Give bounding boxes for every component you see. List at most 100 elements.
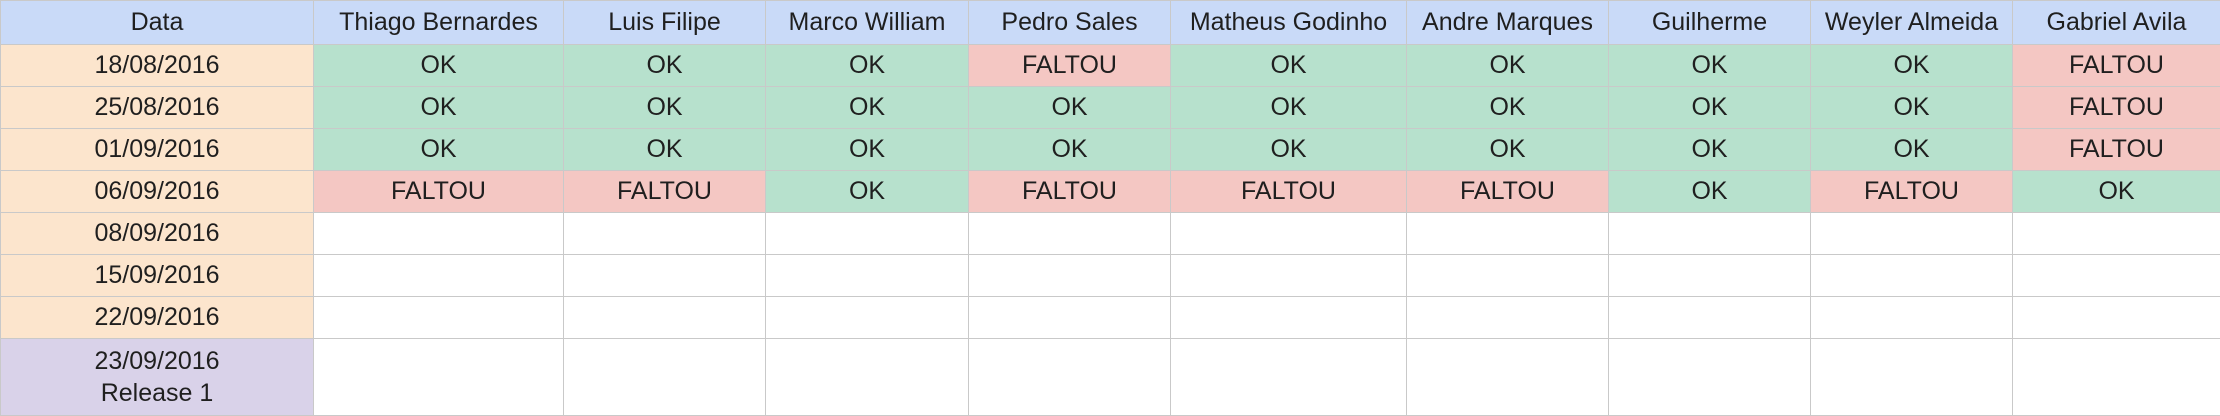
- header-row: Data Thiago Bernardes Luis Filipe Marco …: [1, 1, 2220, 45]
- status-cell-ok[interactable]: OK: [314, 45, 564, 87]
- status-cell-ok[interactable]: OK: [314, 87, 564, 129]
- status-cell-ok[interactable]: OK: [766, 45, 969, 87]
- status-cell-ok[interactable]: OK: [314, 129, 564, 171]
- status-cell-ok[interactable]: OK: [766, 171, 969, 213]
- header-cell-person[interactable]: Gabriel Avila: [2013, 1, 2220, 45]
- status-cell-ok[interactable]: OK: [1609, 87, 1811, 129]
- header-cell-person[interactable]: Thiago Bernardes: [314, 1, 564, 45]
- status-cell-faltou[interactable]: FALTOU: [969, 45, 1171, 87]
- status-cell-ok[interactable]: OK: [969, 87, 1171, 129]
- status-cell-ok[interactable]: OK: [1609, 129, 1811, 171]
- status-cell-faltou[interactable]: FALTOU: [2013, 129, 2220, 171]
- status-cell-ok[interactable]: OK: [1407, 129, 1609, 171]
- header-cell-person[interactable]: Pedro Sales: [969, 1, 1171, 45]
- empty-cell[interactable]: [564, 297, 766, 339]
- empty-cell[interactable]: [564, 339, 766, 416]
- empty-cell[interactable]: [1171, 297, 1407, 339]
- status-cell-ok[interactable]: OK: [766, 87, 969, 129]
- status-cell-ok[interactable]: OK: [1811, 45, 2013, 87]
- header-cell-person[interactable]: Matheus Godinho: [1171, 1, 1407, 45]
- empty-cell[interactable]: [314, 255, 564, 297]
- empty-cell[interactable]: [1609, 297, 1811, 339]
- release-label: Release 1: [1, 377, 313, 409]
- status-cell-ok[interactable]: OK: [969, 129, 1171, 171]
- table-row: 22/09/2016: [1, 297, 2220, 339]
- empty-cell[interactable]: [1609, 255, 1811, 297]
- empty-cell[interactable]: [969, 213, 1171, 255]
- empty-cell[interactable]: [314, 339, 564, 416]
- empty-cell[interactable]: [766, 213, 969, 255]
- empty-cell[interactable]: [969, 339, 1171, 416]
- status-cell-faltou[interactable]: FALTOU: [969, 171, 1171, 213]
- status-cell-ok[interactable]: OK: [1811, 129, 2013, 171]
- empty-cell[interactable]: [969, 297, 1171, 339]
- empty-cell[interactable]: [1407, 255, 1609, 297]
- empty-cell[interactable]: [1811, 213, 2013, 255]
- empty-cell[interactable]: [766, 255, 969, 297]
- status-cell-ok[interactable]: OK: [1171, 87, 1407, 129]
- empty-cell[interactable]: [1171, 339, 1407, 416]
- header-cell-data[interactable]: Data: [1, 1, 314, 45]
- status-cell-faltou[interactable]: FALTOU: [564, 171, 766, 213]
- date-cell[interactable]: 15/09/2016: [1, 255, 314, 297]
- header-cell-person[interactable]: Andre Marques: [1407, 1, 1609, 45]
- empty-cell[interactable]: [1609, 339, 1811, 416]
- status-cell-ok[interactable]: OK: [766, 129, 969, 171]
- empty-cell[interactable]: [2013, 297, 2220, 339]
- status-cell-faltou[interactable]: FALTOU: [1171, 171, 1407, 213]
- status-cell-faltou[interactable]: FALTOU: [1811, 171, 2013, 213]
- status-cell-ok[interactable]: OK: [1811, 87, 2013, 129]
- empty-cell[interactable]: [2013, 339, 2220, 416]
- status-cell-ok[interactable]: OK: [564, 45, 766, 87]
- empty-cell[interactable]: [2013, 255, 2220, 297]
- empty-cell[interactable]: [969, 255, 1171, 297]
- status-cell-ok[interactable]: OK: [564, 129, 766, 171]
- status-cell-ok[interactable]: OK: [1407, 45, 1609, 87]
- date-cell[interactable]: 08/09/2016: [1, 213, 314, 255]
- header-cell-person[interactable]: Luis Filipe: [564, 1, 766, 45]
- header-cell-person[interactable]: Weyler Almeida: [1811, 1, 2013, 45]
- empty-cell[interactable]: [1171, 213, 1407, 255]
- empty-cell[interactable]: [1407, 339, 1609, 416]
- empty-cell[interactable]: [766, 297, 969, 339]
- status-cell-ok[interactable]: OK: [1407, 87, 1609, 129]
- date-cell[interactable]: 18/08/2016: [1, 45, 314, 87]
- empty-cell[interactable]: [2013, 213, 2220, 255]
- empty-cell[interactable]: [1811, 339, 2013, 416]
- status-cell-faltou[interactable]: FALTOU: [314, 171, 564, 213]
- status-cell-faltou[interactable]: FALTOU: [2013, 45, 2220, 87]
- status-cell-ok[interactable]: OK: [2013, 171, 2220, 213]
- empty-cell[interactable]: [314, 297, 564, 339]
- date-cell[interactable]: 25/08/2016: [1, 87, 314, 129]
- status-cell-ok[interactable]: OK: [1609, 45, 1811, 87]
- status-cell-ok[interactable]: OK: [1171, 129, 1407, 171]
- empty-cell[interactable]: [1407, 213, 1609, 255]
- date-cell[interactable]: 22/09/2016: [1, 297, 314, 339]
- empty-cell[interactable]: [1407, 297, 1609, 339]
- empty-cell[interactable]: [564, 213, 766, 255]
- status-cell-ok[interactable]: OK: [1171, 45, 1407, 87]
- empty-cell[interactable]: [314, 213, 564, 255]
- empty-cell[interactable]: [1609, 213, 1811, 255]
- empty-cell[interactable]: [1171, 255, 1407, 297]
- empty-cell[interactable]: [1811, 255, 2013, 297]
- header-cell-person[interactable]: Marco William: [766, 1, 969, 45]
- status-cell-ok[interactable]: OK: [564, 87, 766, 129]
- date-cell[interactable]: 01/09/2016: [1, 129, 314, 171]
- status-cell-ok[interactable]: OK: [1609, 171, 1811, 213]
- date-cell[interactable]: 06/09/2016: [1, 171, 314, 213]
- table-row: 15/09/2016: [1, 255, 2220, 297]
- empty-cell[interactable]: [1811, 297, 2013, 339]
- header-cell-person[interactable]: Guilherme: [1609, 1, 1811, 45]
- empty-cell[interactable]: [766, 339, 969, 416]
- status-cell-faltou[interactable]: FALTOU: [2013, 87, 2220, 129]
- empty-cell[interactable]: [564, 255, 766, 297]
- status-cell-faltou[interactable]: FALTOU: [1407, 171, 1609, 213]
- table-row: 08/09/2016: [1, 213, 2220, 255]
